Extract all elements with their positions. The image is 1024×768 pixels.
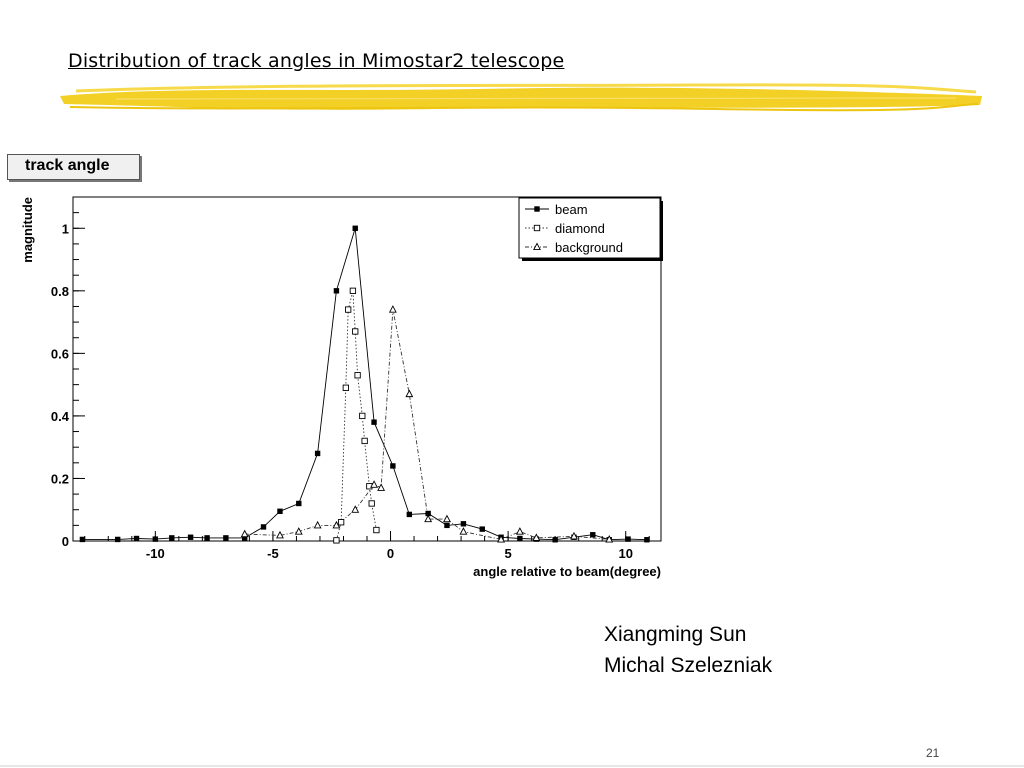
data-point-background xyxy=(459,527,468,535)
data-point-beam xyxy=(277,508,283,514)
x-tick-label: 0 xyxy=(387,546,394,561)
data-point-beam xyxy=(625,536,631,542)
data-point-beam xyxy=(187,534,194,540)
y-tick-label: 0.6 xyxy=(51,346,69,361)
data-point-background xyxy=(405,389,414,398)
author-name: Xiangming Sun xyxy=(604,623,747,646)
data-point-background xyxy=(377,483,386,491)
slide-title: Distribution of track angles in Mimostar… xyxy=(68,50,565,72)
y-tick-label: 0 xyxy=(62,534,69,549)
data-point-beam xyxy=(460,521,467,527)
legend-marker-background xyxy=(533,242,541,251)
data-point-beam xyxy=(517,535,523,542)
data-point-beam xyxy=(444,522,450,529)
data-point-background xyxy=(351,505,360,513)
data-point-beam xyxy=(152,536,159,542)
data-point-diamond xyxy=(354,372,361,379)
data-point-diamond xyxy=(373,526,380,534)
data-point-background xyxy=(370,480,379,488)
x-tick-label: 10 xyxy=(618,546,632,561)
series-line-beam xyxy=(82,228,647,541)
track-angle-chart: 0 0.2 0.4 0.6 0.8 1 -10 -5 0 5 10 angle relative to… xyxy=(20,196,663,579)
data-point-beam xyxy=(79,536,86,543)
data-point-diamond xyxy=(352,328,359,335)
data-point-beam xyxy=(296,500,302,507)
data-point-diamond xyxy=(349,287,357,294)
data-point-background xyxy=(497,534,506,543)
data-point-beam xyxy=(371,419,377,425)
data-point-background xyxy=(294,527,303,535)
data-point-background xyxy=(532,533,541,541)
data-point-beam xyxy=(114,536,121,543)
data-point-diamond xyxy=(345,306,352,313)
data-point-diamond xyxy=(359,412,366,420)
x-axis-label: angle relative to beam(degree) xyxy=(473,564,661,579)
highlighter-stroke xyxy=(60,83,982,112)
data-point-background xyxy=(570,531,578,540)
data-point-diamond xyxy=(361,437,368,445)
data-point-background xyxy=(443,514,451,523)
y-tick-label: 0.2 xyxy=(51,471,69,486)
data-point-diamond xyxy=(368,500,375,507)
author-name: Michal Szelezniak xyxy=(604,654,773,677)
chart-title: track angle xyxy=(25,157,110,174)
x-tick-label: 5 xyxy=(505,546,512,561)
data-point-beam xyxy=(390,463,396,469)
legend-marker-diamond xyxy=(533,224,541,232)
series-line-diamond xyxy=(335,290,377,541)
y-tick-label: 1 xyxy=(62,221,69,236)
legend-label: background xyxy=(555,240,623,255)
data-point-diamond xyxy=(342,384,349,391)
y-tick-label: 0.8 xyxy=(51,284,69,299)
x-tick-label: -10 xyxy=(146,546,165,561)
data-point-background xyxy=(515,527,524,535)
legend-label: beam xyxy=(555,202,588,217)
chart-title-box: track angle xyxy=(7,154,140,180)
x-tick-label: -5 xyxy=(267,546,279,561)
data-point-beam xyxy=(644,537,650,543)
data-point-beam xyxy=(333,288,340,294)
data-point-background xyxy=(605,534,614,543)
legend-marker-beam xyxy=(534,206,540,212)
data-point-diamond xyxy=(337,519,345,526)
legend-box xyxy=(518,197,661,259)
data-point-background xyxy=(276,530,284,539)
data-point-beam xyxy=(169,535,175,541)
data-point-diamond xyxy=(333,537,340,544)
data-point-beam xyxy=(479,526,485,532)
data-point-beam xyxy=(590,532,596,538)
data-point-beam xyxy=(204,535,210,541)
footer-divider xyxy=(0,765,1024,767)
data-point-beam xyxy=(406,511,413,518)
data-point-background xyxy=(313,520,322,529)
data-point-beam xyxy=(552,537,558,543)
data-point-beam xyxy=(133,535,140,542)
y-tick-label: 0.4 xyxy=(51,409,70,424)
data-point-background xyxy=(240,529,249,538)
data-point-beam xyxy=(223,535,229,541)
data-point-beam xyxy=(425,510,431,517)
data-point-beam xyxy=(352,225,358,231)
data-point-background xyxy=(388,305,397,313)
data-point-beam xyxy=(260,524,267,530)
data-point-background xyxy=(424,514,433,523)
page-number: 21 xyxy=(926,746,940,760)
data-point-background xyxy=(332,520,341,529)
legend-label: diamond xyxy=(555,221,605,236)
y-axis-label: magnitude xyxy=(20,197,35,263)
data-point-beam xyxy=(241,535,248,541)
data-point-beam xyxy=(314,450,321,457)
